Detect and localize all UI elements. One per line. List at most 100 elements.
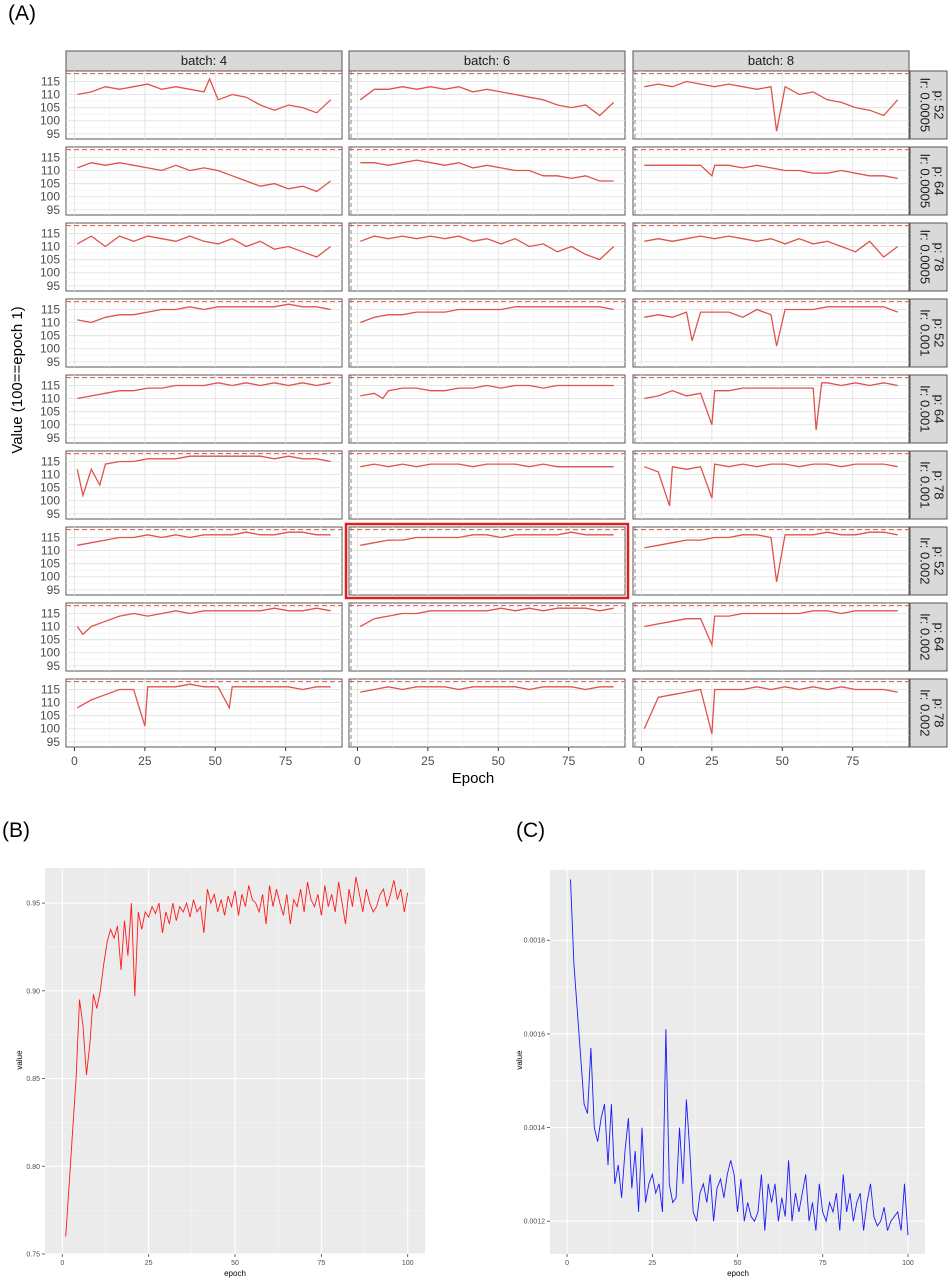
x-tick-label: 0 <box>71 754 78 768</box>
y-tick-label: 100 <box>40 722 60 736</box>
facet-panel-background <box>65 222 343 292</box>
facet-panel <box>65 70 343 140</box>
facet-panel-background <box>348 222 626 292</box>
series-line <box>644 382 898 430</box>
facet-panel <box>632 70 910 140</box>
chart-c-x-tick-label: 50 <box>734 1260 742 1267</box>
series-line <box>77 382 331 400</box>
series-line <box>359 86 615 117</box>
chart-b-x-tick-label: 75 <box>317 1260 325 1267</box>
series-line <box>360 159 614 182</box>
series-line <box>76 235 332 258</box>
y-tick-label: 100 <box>40 342 60 356</box>
row-strip-p-label: p: 78 <box>932 243 947 272</box>
y-tick-label: 100 <box>40 494 60 508</box>
series-line <box>76 683 331 727</box>
facet-panel <box>65 602 343 672</box>
y-tick-label: 95 <box>47 279 61 293</box>
y-tick-label: 105 <box>40 101 60 115</box>
chart-c-series-line <box>570 879 909 1236</box>
series-line <box>644 531 898 583</box>
row-strip <box>909 146 948 216</box>
series-line <box>360 686 614 693</box>
y-tick-label: 115 <box>41 302 60 316</box>
row-strip-p-label: p: 64 <box>932 167 947 196</box>
chart-b-y-tick-label: 0.85 <box>26 1076 40 1083</box>
facet-panel <box>632 450 910 520</box>
y-tick-label: 110 <box>41 468 60 482</box>
series-line <box>77 77 332 114</box>
facet-panel <box>632 602 910 672</box>
chart-b-x-tick-label: 50 <box>231 1260 239 1267</box>
y-tick-label: 105 <box>40 253 60 267</box>
facet-panel-background <box>632 70 910 140</box>
chart-c-x-tick-label: 25 <box>648 1260 656 1267</box>
y-tick-label: 95 <box>47 735 61 749</box>
row-strip-p-label: p: 64 <box>932 623 947 652</box>
chart-c-x-tick-label: 100 <box>902 1260 914 1267</box>
panel-label-c: (C) <box>516 819 545 842</box>
row-strip-p-label: p: 52 <box>932 547 947 576</box>
y-tick-label: 100 <box>40 570 60 584</box>
y-tick-label: 110 <box>41 392 60 406</box>
chart-c: 0.0012 0.0014 0.0016 0.0018 0 25 50 75 100 <box>524 870 925 1267</box>
y-tick-label: 115 <box>41 682 60 696</box>
row-strip-lr-label: lr: 0.001 <box>918 386 933 433</box>
facet-panel-background <box>65 678 343 748</box>
y-tick-label: 110 <box>41 544 60 558</box>
panel-label-a: (A) <box>8 2 36 25</box>
row-strip <box>909 298 948 368</box>
series-line <box>359 607 614 628</box>
x-tick-label: 50 <box>776 754 790 768</box>
facet-panel-background <box>632 298 910 368</box>
row-strip-lr-label: lr: 0.002 <box>918 614 933 661</box>
y-tick-label: 105 <box>40 709 60 723</box>
row-strip <box>909 678 948 748</box>
y-tick-label: 95 <box>47 659 61 673</box>
series-line <box>360 306 614 324</box>
row-strip <box>909 450 948 520</box>
facet-panel-background <box>65 70 343 140</box>
y-tick-label: 105 <box>40 481 60 495</box>
row-strip-lr-label: lr: 0.002 <box>918 690 933 737</box>
y-tick-label: 100 <box>40 646 60 660</box>
series-line <box>360 463 614 468</box>
row-strip-lr-label: lr: 0.0005 <box>918 154 933 208</box>
row-strip-p-label: p: 52 <box>932 91 947 120</box>
y-tick-label: 100 <box>40 418 60 432</box>
facet-panel-background <box>348 678 626 748</box>
row-strip-p-label: p: 78 <box>932 471 947 500</box>
series-line <box>643 686 898 735</box>
y-tick-label: 100 <box>40 266 60 280</box>
series-line <box>644 235 899 258</box>
y-tick-label: 115 <box>41 454 60 468</box>
series-line <box>644 80 899 132</box>
chart-b-x-tick-label: 0 <box>60 1260 64 1267</box>
facet-panel-background <box>632 602 910 672</box>
y-tick-label: 100 <box>40 114 60 128</box>
series-line <box>644 306 898 347</box>
row-strip-lr-label: lr: 0.001 <box>918 310 933 357</box>
facet-y-axis-title: Value (100==epoch 1) <box>9 306 26 453</box>
y-tick-label: 100 <box>40 190 60 204</box>
row-strip-p-label: p: 52 <box>932 319 947 348</box>
chart-b-series-line <box>65 876 409 1237</box>
facet-panel <box>65 374 343 444</box>
row-strip-p-label: p: 64 <box>932 395 947 424</box>
chart-c-x-tick-label: 75 <box>819 1260 827 1267</box>
x-tick-label: 0 <box>638 754 645 768</box>
row-strip-p-label: p: 78 <box>932 699 947 728</box>
column-strip-label: batch: 4 <box>181 53 227 68</box>
y-tick-label: 105 <box>40 329 60 343</box>
facet-panel <box>632 678 910 748</box>
panel-label-b: (B) <box>2 819 30 842</box>
y-tick-label: 95 <box>47 127 61 141</box>
x-tick-label: 25 <box>138 754 152 768</box>
y-tick-label: 115 <box>41 74 60 88</box>
facet-panel <box>348 602 626 672</box>
y-tick-label: 110 <box>41 316 60 330</box>
row-strip <box>909 526 948 596</box>
chart-b: 0.75 0.80 0.85 0.90 0.95 0 25 50 75 100 <box>26 868 425 1267</box>
facet-panel-background <box>348 70 626 140</box>
